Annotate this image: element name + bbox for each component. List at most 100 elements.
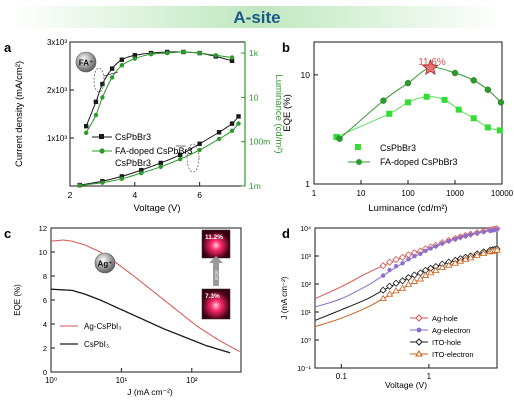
d-data-point (432, 266, 440, 274)
a-data-point (216, 136, 222, 142)
d-data-point (474, 230, 480, 236)
a-data-point (216, 130, 222, 135)
panel-a-ylabel-left: Current density (mA/cm²) (14, 61, 25, 167)
d-data-point (412, 254, 417, 259)
legend-marker-d-agelec (416, 327, 422, 333)
d-data-point (461, 255, 470, 262)
legend-marker-d-itohole (415, 338, 423, 346)
d-data-point (404, 280, 413, 287)
a-ytick-label: 2x10³ (47, 86, 67, 95)
b-data-point (380, 97, 387, 104)
c-ytick-label: 12 (39, 224, 47, 233)
d-data-point (418, 251, 423, 256)
a-data-point (93, 99, 99, 105)
a-data-point (229, 55, 235, 60)
d-data-point (479, 249, 488, 257)
panel-c-chart: EQE (%) J (mA cm⁻²) 10⁰ 10¹ 10² 0 2 4 6 8 10 12 A… (13, 224, 242, 397)
a-data-point (177, 156, 183, 162)
a-data-point (177, 152, 183, 157)
d-data-point (433, 244, 439, 249)
d-data-point (398, 253, 407, 261)
d-data-point (426, 269, 435, 276)
a-data-point (93, 112, 99, 118)
d-xtick-label: 0.1 (336, 372, 348, 381)
legend-label-fa-2: CsPbBr3 (115, 158, 151, 168)
legend-label-cspbbr3: CsPbBr3 (115, 132, 151, 142)
a-data-point (119, 57, 125, 62)
d-data-point (398, 284, 407, 291)
d-data-point (423, 248, 428, 254)
a-series-line (85, 51, 233, 127)
d-data-point (386, 258, 394, 266)
annotation-ellipse-j (186, 143, 200, 173)
panel-b-annotation: 11.6% (418, 57, 446, 68)
inset-label-top: 11.2% (205, 234, 223, 241)
fa-badge-label: FA⁺ (79, 59, 93, 68)
a-data-point (109, 66, 115, 71)
c-ytick-label: 6 (43, 296, 47, 305)
d-data-point (379, 262, 387, 270)
c-ytick-label: 0 (43, 368, 47, 377)
d-ytick-label: 10² (301, 282, 312, 289)
panel-b-ylabel: EQE (%) (282, 94, 293, 131)
a-data-point (165, 50, 170, 56)
c-xtick-label: 10¹ (116, 376, 128, 385)
b-xtick-label: 1 (312, 189, 317, 198)
d-data-point (385, 290, 394, 297)
b-ytick-label: 1 (305, 179, 310, 189)
a-ytick-label: 3x10³ (47, 38, 67, 47)
annotation-arrow-lum (103, 71, 119, 77)
panel-a-ylabel-right: Luminance (cd/m²) (273, 74, 284, 153)
a-series-line (85, 51, 233, 134)
inset-image-top (201, 229, 231, 259)
b-data-point (404, 79, 412, 87)
d-series-line (314, 228, 498, 300)
d-xtick-label: 1 (427, 372, 432, 381)
d-data-point (410, 271, 419, 279)
d-data-point (404, 273, 413, 282)
panel-d-frame (314, 227, 498, 369)
b-data-point (455, 106, 462, 113)
panel-d-legend: Ag-hole Ag-electron ITO-hole ITO-electro… (410, 314, 474, 359)
a-rtick-label: 100m (249, 137, 270, 147)
c-xtick-label: 10² (186, 376, 198, 385)
a-data-point (148, 51, 154, 57)
banner-title: A-site (233, 8, 280, 27)
legend-marker-cspbbr3 (99, 134, 104, 139)
legend-marker-d-itoelec (415, 350, 423, 357)
legend-marker-fa (99, 148, 105, 154)
panel-d-xlabel: Voltage (V) (385, 380, 427, 390)
b-data-point (497, 99, 505, 106)
a-series-line (79, 116, 239, 186)
panel-c-letter: c (4, 226, 11, 241)
d-ytick-label: 10⁰ (300, 337, 311, 345)
a-data-point (197, 50, 202, 56)
legend-label-d-itoelec: ITO-electron (432, 350, 474, 359)
a-data-point (213, 53, 219, 58)
d-series-line (314, 228, 498, 308)
a-series-line (79, 123, 239, 187)
c-series-line (50, 239, 240, 353)
b-ytick-label: 10 (301, 70, 311, 80)
d-data-point (392, 255, 400, 264)
d-ytick-label: 10⁴ (300, 226, 311, 233)
d-ytick-label: 10¹ (301, 310, 312, 317)
b-data-point (484, 86, 492, 93)
a-data-point (119, 176, 125, 181)
a-data-point (109, 75, 115, 80)
a-data-point (197, 141, 202, 146)
a-data-point (158, 164, 163, 169)
d-data-point (458, 235, 463, 240)
a-data-point (229, 58, 235, 64)
inset-label-bottom: 7.3% (205, 293, 220, 300)
legend-label-d-itohole: ITO-hole (432, 338, 461, 347)
d-data-point (393, 263, 399, 269)
a-xtick-label: 4 (132, 190, 137, 200)
a-xtick-label: 2 (68, 190, 73, 200)
a-data-point (119, 63, 125, 68)
c-ytick-label: 8 (43, 272, 47, 281)
annotation-ellipse-lum (93, 67, 105, 93)
d-data-point (466, 254, 475, 261)
a-rtick-label: 10 (249, 92, 259, 102)
inset-arrow-head (209, 256, 223, 263)
